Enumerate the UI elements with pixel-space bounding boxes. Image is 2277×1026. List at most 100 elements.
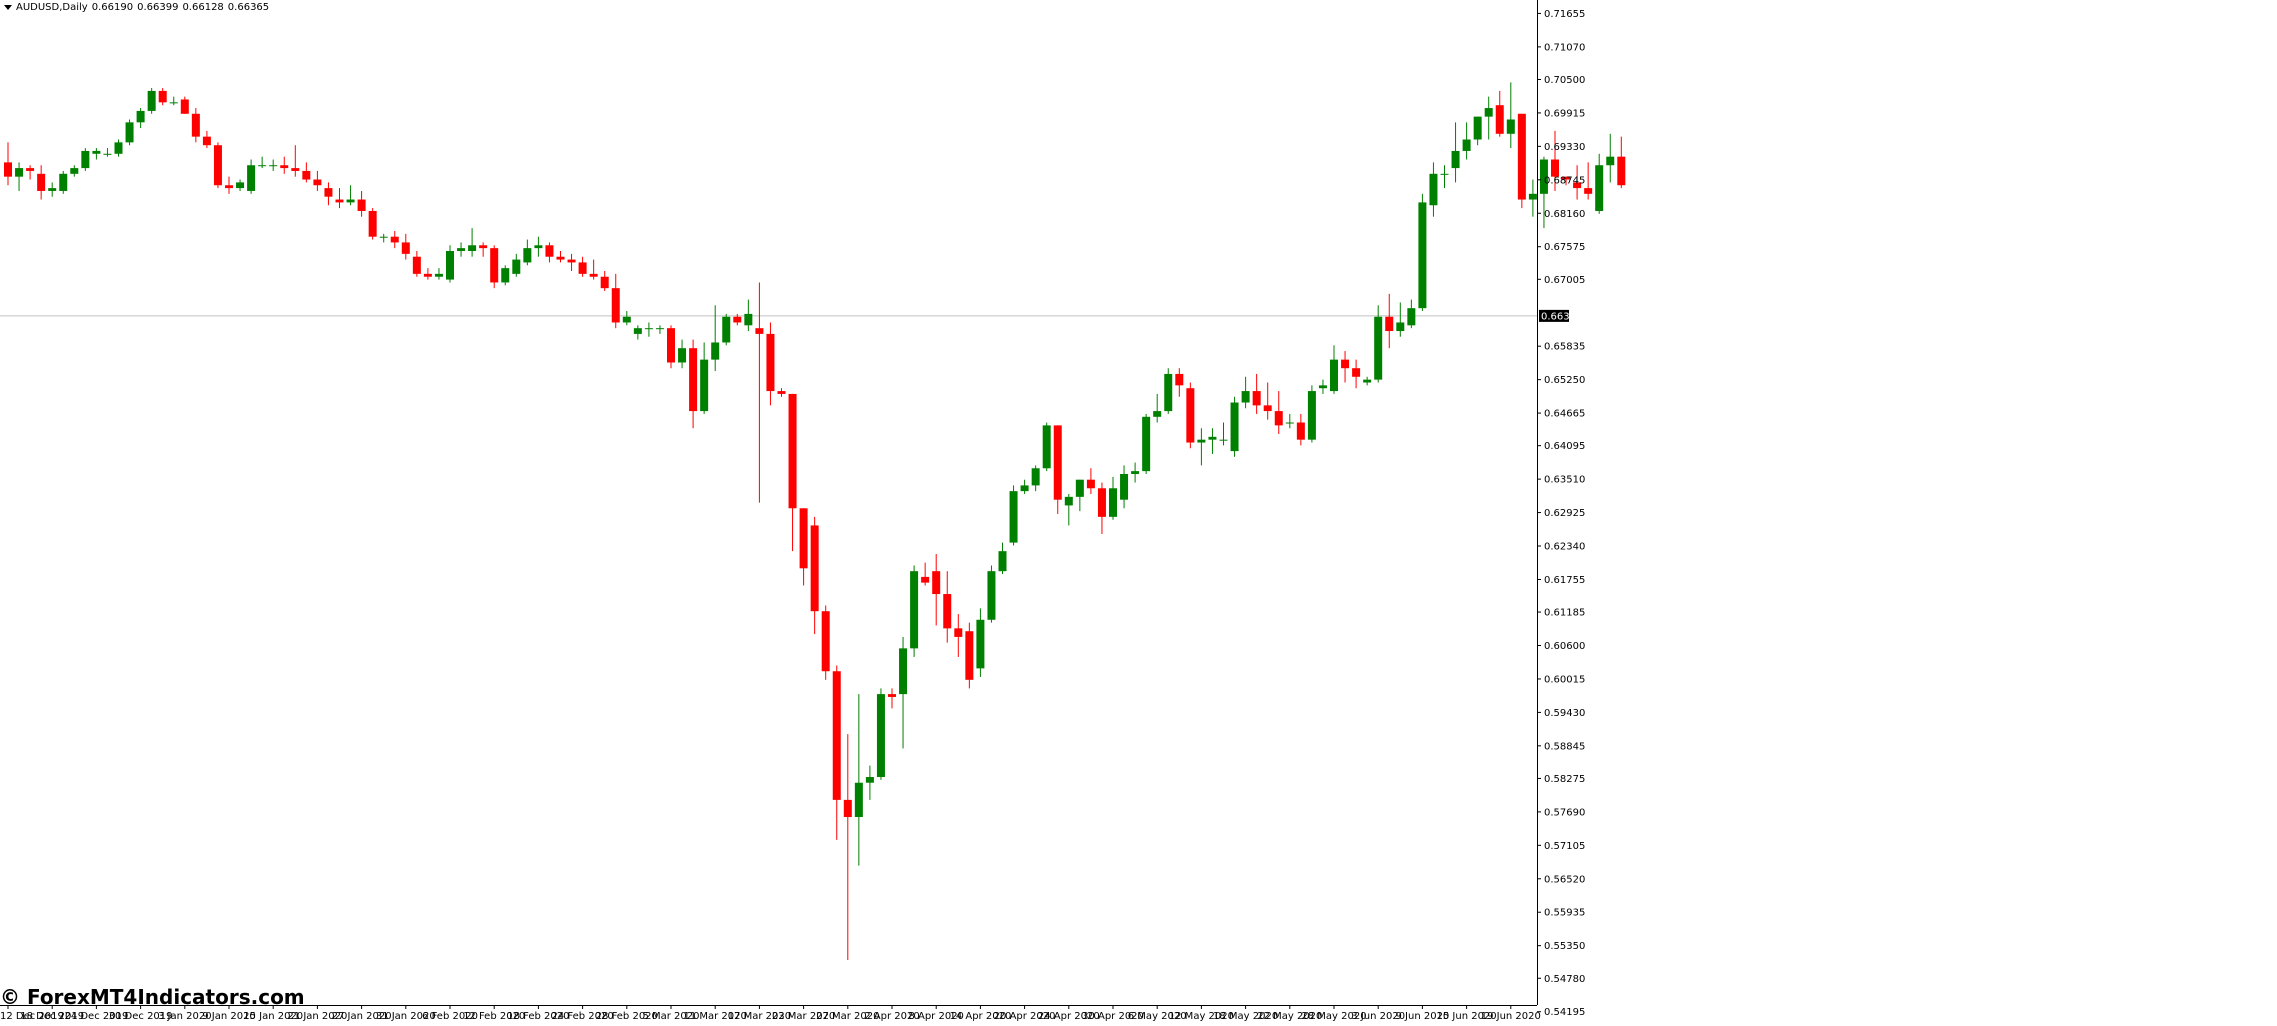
candle[interactable] bbox=[15, 162, 24, 191]
candle[interactable] bbox=[401, 233, 410, 260]
candle[interactable] bbox=[280, 156, 289, 174]
candle[interactable] bbox=[578, 256, 587, 277]
candle[interactable] bbox=[1396, 302, 1405, 337]
candle[interactable] bbox=[202, 130, 211, 149]
candle[interactable] bbox=[125, 119, 134, 146]
candle[interactable] bbox=[788, 393, 797, 552]
candle[interactable] bbox=[987, 565, 996, 623]
candle[interactable] bbox=[1252, 373, 1261, 414]
candle[interactable] bbox=[545, 242, 554, 263]
candle[interactable] bbox=[1385, 293, 1394, 349]
candle[interactable] bbox=[678, 339, 687, 369]
candle[interactable] bbox=[269, 159, 278, 171]
candle[interactable] bbox=[512, 253, 521, 277]
candle[interactable] bbox=[1296, 413, 1305, 446]
candle[interactable] bbox=[59, 170, 68, 194]
candle[interactable] bbox=[1539, 156, 1548, 229]
candle[interactable] bbox=[534, 236, 543, 257]
candle[interactable] bbox=[1551, 130, 1559, 191]
candle[interactable] bbox=[1352, 359, 1361, 389]
candle[interactable] bbox=[1473, 116, 1482, 146]
candle[interactable] bbox=[1042, 422, 1051, 472]
candle[interactable] bbox=[26, 165, 35, 180]
candle[interactable] bbox=[1374, 305, 1383, 383]
candle[interactable] bbox=[910, 565, 919, 657]
candle[interactable] bbox=[589, 259, 598, 280]
candle[interactable] bbox=[523, 239, 532, 266]
candle[interactable] bbox=[291, 145, 300, 177]
candle[interactable] bbox=[976, 608, 985, 677]
candle[interactable] bbox=[611, 273, 620, 329]
candle[interactable] bbox=[1573, 165, 1582, 200]
dropdown-triangle-icon[interactable] bbox=[4, 4, 12, 10]
candle[interactable] bbox=[1606, 133, 1615, 183]
candle[interactable] bbox=[158, 88, 167, 106]
candle[interactable] bbox=[490, 245, 499, 289]
candle[interactable] bbox=[390, 230, 399, 249]
candle[interactable] bbox=[423, 268, 432, 280]
candle[interactable] bbox=[954, 614, 963, 657]
candle[interactable] bbox=[1307, 385, 1316, 443]
candle[interactable] bbox=[622, 311, 631, 326]
candle[interactable] bbox=[1528, 179, 1537, 217]
candle[interactable] bbox=[766, 322, 775, 406]
candle[interactable] bbox=[1407, 299, 1416, 329]
candle[interactable] bbox=[1429, 162, 1438, 217]
candle[interactable] bbox=[81, 148, 90, 171]
candle[interactable] bbox=[755, 282, 764, 503]
candle[interactable] bbox=[1318, 379, 1327, 394]
candle[interactable] bbox=[1495, 90, 1504, 137]
candle[interactable] bbox=[1341, 351, 1350, 383]
candle[interactable] bbox=[180, 96, 189, 114]
candle[interactable] bbox=[324, 182, 333, 206]
candle[interactable] bbox=[1208, 428, 1217, 454]
candle[interactable] bbox=[832, 665, 841, 840]
candle[interactable] bbox=[357, 190, 366, 217]
candle[interactable] bbox=[434, 268, 443, 280]
candle[interactable] bbox=[1097, 482, 1106, 535]
candle[interactable] bbox=[1075, 479, 1084, 512]
candle[interactable] bbox=[998, 542, 1007, 575]
candle[interactable] bbox=[1562, 176, 1571, 186]
candle[interactable] bbox=[136, 108, 145, 129]
candle[interactable] bbox=[379, 233, 388, 243]
candle[interactable] bbox=[302, 162, 311, 183]
candle[interactable] bbox=[313, 170, 322, 191]
candle[interactable] bbox=[744, 299, 753, 332]
candle[interactable] bbox=[1462, 122, 1471, 160]
candle[interactable] bbox=[1263, 382, 1272, 420]
candle[interactable] bbox=[1584, 162, 1593, 200]
candle[interactable] bbox=[48, 182, 57, 197]
candle[interactable] bbox=[1153, 393, 1162, 423]
candle[interactable] bbox=[655, 325, 664, 334]
candle[interactable] bbox=[1418, 193, 1427, 312]
candle[interactable] bbox=[1617, 136, 1626, 189]
candle[interactable] bbox=[799, 508, 808, 586]
candle[interactable] bbox=[1363, 376, 1372, 386]
candle[interactable] bbox=[644, 322, 653, 337]
candle[interactable] bbox=[865, 765, 874, 800]
candle[interactable] bbox=[843, 734, 852, 960]
candle[interactable] bbox=[247, 159, 256, 194]
candle[interactable] bbox=[468, 228, 477, 257]
candle[interactable] bbox=[1330, 345, 1338, 394]
candle[interactable] bbox=[1451, 122, 1460, 183]
candle[interactable] bbox=[1086, 468, 1095, 494]
candle[interactable] bbox=[777, 388, 786, 397]
candle[interactable] bbox=[821, 605, 830, 680]
candle[interactable] bbox=[368, 208, 377, 240]
candle[interactable] bbox=[810, 516, 819, 635]
candle[interactable] bbox=[335, 188, 344, 209]
candle[interactable] bbox=[600, 271, 609, 292]
candle[interactable] bbox=[1031, 465, 1040, 492]
candle[interactable] bbox=[1120, 465, 1129, 509]
candle[interactable] bbox=[1109, 476, 1117, 520]
candle[interactable] bbox=[103, 148, 112, 157]
candle[interactable] bbox=[1009, 485, 1018, 546]
candle[interactable] bbox=[556, 250, 565, 263]
candle[interactable] bbox=[1285, 413, 1294, 429]
candle[interactable] bbox=[1484, 96, 1493, 140]
candle[interactable] bbox=[1064, 493, 1073, 526]
candle[interactable] bbox=[932, 554, 941, 626]
candle[interactable] bbox=[1506, 82, 1515, 149]
